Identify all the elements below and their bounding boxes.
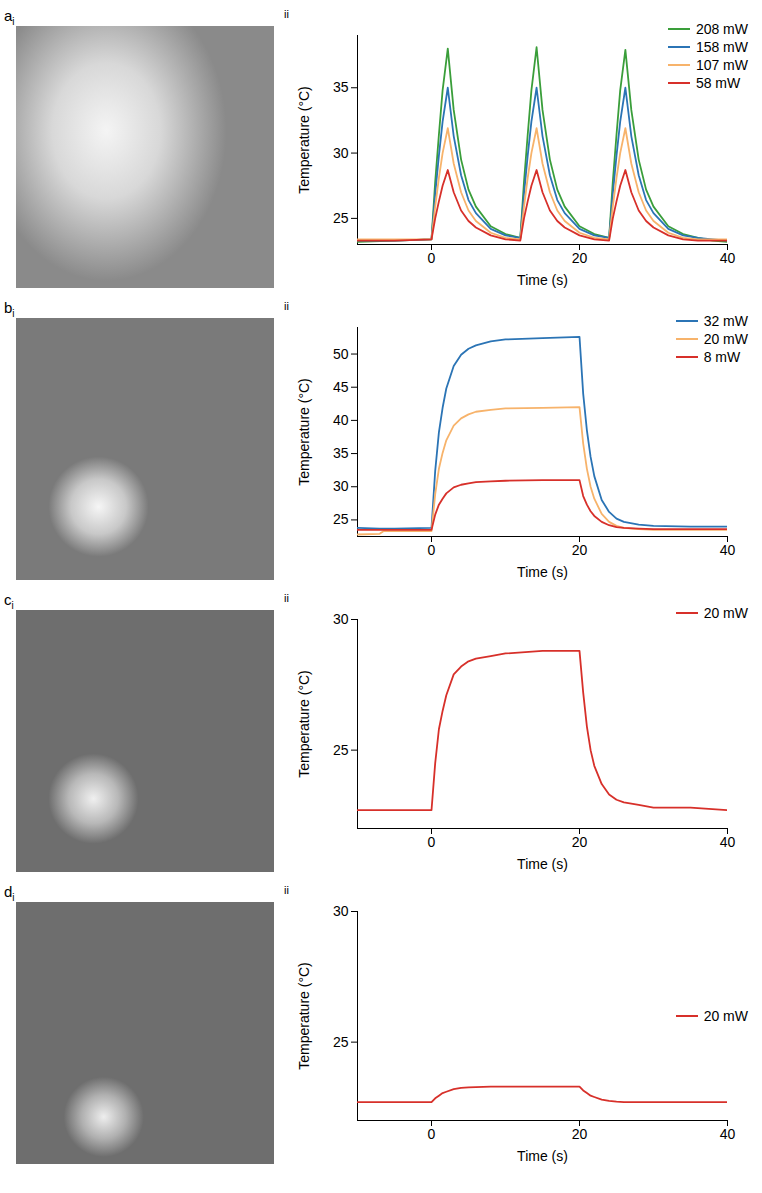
svg-text:30: 30 [333, 145, 349, 161]
html-text:8 mW: 8 mW [703, 349, 741, 365]
svg-text:25: 25 [333, 210, 349, 226]
svg-text:30: 30 [333, 478, 349, 494]
svg-text:40: 40 [720, 250, 736, 266]
html-text:58 mW: 58 mW [695, 75, 741, 91]
svg-text:25: 25 [333, 511, 349, 527]
html-text:bi: bi [4, 299, 15, 319]
svg-text:50: 50 [333, 346, 349, 362]
html-text:ii: ii [284, 300, 289, 312]
html-text:ai: ai [4, 7, 15, 27]
svg-text:Time (s): Time (s) [517, 564, 568, 580]
svg-text:20: 20 [572, 1126, 588, 1142]
svg-text:40: 40 [720, 834, 736, 850]
svg-text:Temperature (°C): Temperature (°C) [296, 962, 312, 1070]
svg-text:40: 40 [333, 412, 349, 428]
svg-text:40: 40 [720, 1126, 736, 1142]
svg-text:0: 0 [428, 542, 436, 558]
html-text:158 mW: 158 mW [695, 39, 748, 55]
html-text:20 mW: 20 mW [703, 605, 748, 621]
html-text:32 mW: 32 mW [703, 313, 748, 329]
svg-text:0: 0 [428, 1126, 436, 1142]
svg-text:30: 30 [333, 611, 349, 627]
svg-text:Temperature (°C): Temperature (°C) [296, 378, 312, 486]
svg-text:Temperature (°C): Temperature (°C) [296, 670, 312, 778]
svg-text:Time (s): Time (s) [517, 272, 568, 288]
svg-text:Time (s): Time (s) [517, 856, 568, 872]
html-text:20 mW: 20 mW [703, 331, 748, 347]
svg-text:45: 45 [333, 379, 349, 395]
html-text:di: di [4, 883, 15, 903]
html-text:20 mW: 20 mW [703, 1008, 748, 1024]
html-text:208 mW: 208 mW [695, 21, 748, 37]
html-text:107 mW: 107 mW [695, 57, 748, 73]
svg-text:30: 30 [333, 903, 349, 919]
svg-text:0: 0 [428, 834, 436, 850]
svg-text:25: 25 [333, 1034, 349, 1050]
svg-text:20: 20 [572, 250, 588, 266]
svg-text:25: 25 [333, 742, 349, 758]
html-text:ii: ii [284, 884, 289, 896]
html-text:ii: ii [284, 8, 289, 20]
svg-text:35: 35 [333, 445, 349, 461]
html-text:ci: ci [4, 591, 14, 611]
svg-text:Time (s): Time (s) [517, 1148, 568, 1164]
svg-text:20: 20 [572, 542, 588, 558]
svg-text:35: 35 [333, 79, 349, 95]
svg-text:20: 20 [572, 834, 588, 850]
svg-text:0: 0 [428, 250, 436, 266]
svg-text:40: 40 [720, 542, 736, 558]
svg-text:Temperature (°C): Temperature (°C) [296, 86, 312, 194]
html-text:ii: ii [284, 592, 289, 604]
